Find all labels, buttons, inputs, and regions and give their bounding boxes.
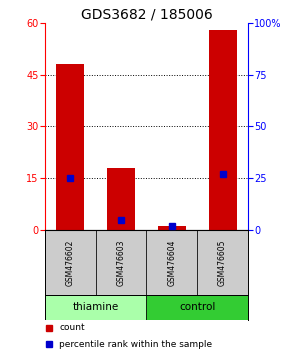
Bar [197, 230, 248, 295]
Text: thiamine: thiamine [72, 302, 119, 312]
Text: GSM476605: GSM476605 [218, 239, 227, 286]
Bar [146, 295, 248, 320]
Text: percentile rank within the sample: percentile rank within the sample [59, 339, 212, 349]
Text: GSM476603: GSM476603 [117, 239, 126, 286]
Bar [45, 295, 146, 320]
Bar [56, 64, 84, 230]
Bar [146, 230, 197, 295]
Text: GSM476604: GSM476604 [167, 239, 176, 286]
Text: GSM476602: GSM476602 [66, 239, 75, 286]
Text: count: count [59, 323, 85, 332]
Bar [45, 230, 96, 295]
Bar [96, 230, 146, 295]
Bar [158, 227, 186, 230]
Bar [107, 168, 135, 230]
Title: GDS3682 / 185006: GDS3682 / 185006 [81, 8, 212, 22]
Text: control: control [179, 302, 215, 312]
Bar [209, 30, 237, 230]
